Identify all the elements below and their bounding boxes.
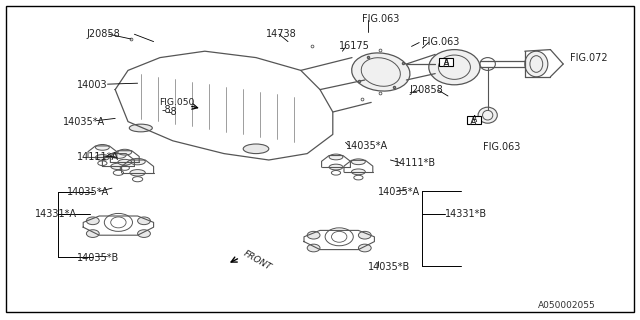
Text: 14035*A: 14035*A [63, 116, 105, 127]
Ellipse shape [358, 231, 371, 239]
Text: 14003: 14003 [77, 80, 108, 90]
Ellipse shape [111, 163, 126, 170]
Ellipse shape [86, 230, 99, 237]
Bar [439, 58, 453, 66]
Text: 14111*A: 14111*A [77, 152, 119, 162]
Ellipse shape [118, 159, 132, 165]
Ellipse shape [525, 51, 548, 77]
Text: J20858: J20858 [86, 28, 120, 39]
Ellipse shape [130, 170, 145, 176]
Ellipse shape [478, 107, 497, 123]
Ellipse shape [243, 144, 269, 154]
Ellipse shape [329, 154, 343, 160]
Ellipse shape [111, 152, 126, 158]
Ellipse shape [113, 170, 124, 175]
Bar [467, 116, 481, 124]
Text: FIG.063: FIG.063 [483, 142, 520, 152]
Ellipse shape [129, 124, 152, 132]
Text: A: A [443, 59, 449, 69]
Ellipse shape [130, 158, 145, 165]
Text: FIG.063: FIG.063 [362, 14, 399, 24]
Text: 14738: 14738 [266, 28, 296, 39]
Ellipse shape [329, 164, 343, 170]
Text: A: A [472, 115, 477, 124]
Ellipse shape [332, 171, 340, 175]
Text: 14035*A: 14035*A [346, 140, 388, 151]
Text: 14035*A: 14035*A [378, 187, 420, 197]
Text: J20858: J20858 [410, 84, 444, 95]
Ellipse shape [86, 217, 99, 225]
Text: -8: -8 [162, 105, 172, 116]
Ellipse shape [98, 161, 107, 165]
Text: A: A [444, 58, 449, 67]
Text: A: A [470, 116, 477, 127]
Text: 14331*A: 14331*A [35, 209, 77, 220]
Text: 14111*B: 14111*B [394, 158, 436, 168]
Ellipse shape [351, 169, 365, 175]
Text: 14035*B: 14035*B [77, 252, 119, 263]
Ellipse shape [138, 230, 150, 237]
Ellipse shape [354, 175, 363, 180]
Ellipse shape [132, 177, 143, 182]
Text: -8: -8 [167, 107, 177, 117]
Ellipse shape [307, 231, 320, 239]
Text: 14331*B: 14331*B [445, 209, 487, 220]
Ellipse shape [138, 217, 150, 225]
Text: FIG.072: FIG.072 [570, 52, 607, 63]
Text: FIG.050: FIG.050 [159, 98, 194, 107]
Ellipse shape [95, 155, 109, 160]
Text: 14035*B: 14035*B [368, 262, 410, 272]
Text: FIG.063: FIG.063 [422, 36, 460, 47]
Ellipse shape [351, 53, 410, 91]
Ellipse shape [429, 50, 480, 85]
Ellipse shape [95, 145, 109, 150]
Ellipse shape [118, 149, 132, 155]
Ellipse shape [307, 244, 320, 252]
Text: 16175: 16175 [339, 41, 370, 52]
Ellipse shape [358, 244, 371, 252]
Text: A050002055: A050002055 [538, 301, 595, 310]
Text: 14035*A: 14035*A [67, 187, 109, 197]
Ellipse shape [351, 159, 365, 164]
Text: FRONT: FRONT [242, 249, 273, 272]
Ellipse shape [120, 166, 129, 170]
